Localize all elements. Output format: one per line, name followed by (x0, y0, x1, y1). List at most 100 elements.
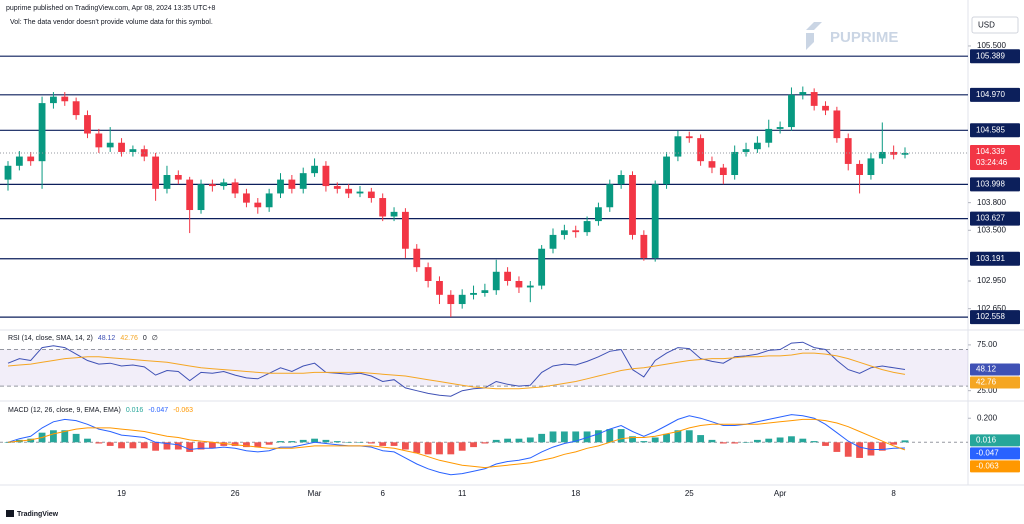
indicator-value-label-box (970, 376, 1020, 389)
candle-body (106, 142, 114, 148)
candle-body (208, 184, 216, 187)
candle-body (833, 110, 841, 139)
candle-body (197, 184, 205, 211)
candle-body (424, 267, 432, 281)
indicator-value-label: -0.063 (976, 461, 999, 470)
level-label-box (970, 49, 1020, 64)
footer-text: TradingView (17, 511, 59, 518)
histogram-bar (833, 442, 841, 452)
candle-body (356, 191, 364, 194)
currency-box[interactable] (971, 16, 1019, 34)
histogram-bar (617, 429, 625, 443)
logo-mark (806, 22, 822, 30)
candle-body (72, 101, 80, 116)
candle-body (595, 207, 602, 222)
candle-body (379, 198, 387, 217)
histogram-bar (538, 433, 546, 443)
candle-body (640, 234, 648, 258)
histogram-bar (163, 442, 171, 450)
histogram-bar (345, 442, 353, 443)
level-label: 103.627 (976, 214, 1005, 223)
candle-body (560, 230, 568, 235)
currency[interactable]: USD (978, 21, 995, 30)
histogram-bar (719, 442, 727, 444)
histogram-bar (651, 437, 659, 443)
histogram-bar (867, 442, 875, 456)
legend-value: 48.12 (98, 335, 116, 342)
histogram-bar (856, 442, 863, 458)
candle-body (890, 151, 898, 155)
indicator-value-label-box (970, 434, 1020, 447)
candle-body (663, 156, 670, 185)
candle-body (436, 280, 443, 295)
histogram-bar (72, 433, 80, 443)
histogram-bar (254, 442, 262, 448)
logo: PUPRIME (806, 22, 898, 50)
histogram-bar (560, 431, 568, 443)
candle-body (38, 103, 46, 162)
candle-body (685, 136, 693, 139)
histogram-bar (208, 442, 216, 449)
histogram-bar (231, 442, 239, 446)
candle-body (719, 167, 727, 175)
histogram-bar (799, 438, 807, 443)
histogram-bar (174, 442, 182, 450)
logo-text: PUPRIME (830, 29, 898, 46)
candle-body (254, 202, 262, 208)
candle-body (526, 285, 534, 288)
candle-body (61, 96, 69, 102)
histogram-bar (901, 440, 909, 443)
histogram-bar (424, 442, 432, 455)
histogram-bar (50, 430, 57, 443)
last-price-box (970, 144, 1020, 170)
indicator-line (7, 341, 906, 397)
indicator-value-label: -0.047 (976, 448, 999, 457)
x-tick-label: 18 (571, 489, 580, 498)
candle-body (277, 179, 284, 194)
histogram-bar (243, 442, 250, 448)
candle-body (651, 184, 659, 258)
candle-body (163, 175, 171, 189)
histogram-bar (186, 442, 194, 452)
histogram-bar (401, 442, 409, 450)
candle-body (118, 142, 125, 152)
candle-body (27, 156, 35, 162)
histogram-bar (822, 442, 829, 446)
candle-body (15, 156, 23, 166)
histogram-bar (663, 433, 670, 443)
indicator-value-label-box (970, 363, 1020, 376)
candle-body (413, 248, 421, 268)
histogram-bar (572, 431, 580, 443)
y-tick-label: 103.800 (977, 198, 1006, 207)
histogram-bar (436, 442, 443, 455)
candle-body (265, 193, 273, 208)
candle-body (799, 92, 807, 95)
candle-body (95, 133, 103, 148)
candle-body (822, 105, 829, 111)
histogram-bar (140, 442, 148, 449)
candle-body (481, 290, 489, 293)
candle-body (345, 188, 353, 194)
x-tick-label: Mar (308, 489, 322, 498)
level-label: 103.998 (976, 180, 1005, 189)
histogram-bar (629, 436, 636, 443)
histogram-bar (708, 439, 716, 443)
candle-body (697, 138, 705, 162)
histogram-bar (890, 442, 898, 445)
legend-extra: 0 (143, 335, 147, 342)
candle-body (606, 184, 614, 208)
candle-body (220, 182, 228, 187)
histogram-bar (197, 442, 205, 450)
candle-body (901, 152, 909, 155)
candle-body (788, 94, 795, 128)
histogram-bar (447, 442, 455, 455)
level-label: 102.558 (976, 312, 1005, 321)
candle-body (765, 128, 773, 143)
indicator-value-label: 48.12 (976, 365, 997, 374)
candle-body (867, 158, 875, 175)
candle-body (572, 230, 580, 233)
x-tick-label: 11 (458, 489, 467, 498)
candle-body (322, 165, 330, 187)
y-tick-label: 105.500 (977, 41, 1006, 50)
